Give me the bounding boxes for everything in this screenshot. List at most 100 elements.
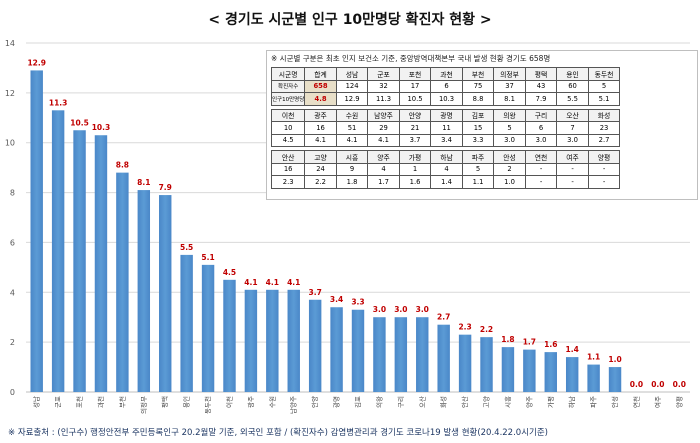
value-label: 5.1 (201, 253, 214, 262)
x-tick-label: 화성 (439, 396, 448, 408)
table-cell: 합계 (304, 67, 337, 81)
table-cell: 1.0 (493, 175, 526, 189)
table-cell: 8.8 (461, 92, 495, 106)
table-cell: 12.9 (335, 92, 369, 106)
bar-하남 (565, 357, 579, 392)
table-cell: 1.8 (335, 175, 369, 189)
value-label: 0.0 (673, 380, 686, 389)
bar-의정부 (137, 190, 151, 392)
table-cell: 7.9 (524, 92, 558, 106)
value-label: 11.3 (49, 98, 68, 107)
bar-안산 (458, 334, 472, 392)
table-cell: 군포 (367, 67, 400, 81)
table-cell: 1.4 (430, 175, 463, 189)
x-tick-label: 여주 (653, 396, 662, 408)
x-tick-label: 안산 (460, 396, 469, 408)
bar-안성 (608, 367, 622, 392)
table-cell: 6 (524, 121, 558, 135)
table-cell: 4.1 (304, 133, 337, 147)
bar-구리 (394, 317, 408, 392)
table-cell: 동두천 (587, 67, 621, 81)
table-note: ※ 시군별 구분은 최초 인지 보건소 기준, 중앙방역대책본부 국내 발생 현… (271, 54, 551, 63)
table-row: 10 16 51 29 21 11 15 5 6 7 23 (270, 121, 621, 135)
value-label: 3.0 (416, 305, 429, 314)
table-cell: 10 (270, 121, 306, 135)
table-cell: 평택 (524, 67, 558, 81)
table-cell: - (587, 175, 621, 189)
bar-화성 (437, 324, 450, 392)
table-cell: 인구10만명당 (270, 92, 306, 106)
bar-수원 (266, 289, 279, 392)
table-cell: 광주 (304, 108, 337, 122)
table-row: 시군명 합계 성남 군포 포천 과천 부천 의정부 평택 용인 동두천 (270, 67, 621, 81)
x-tick-label: 군포 (54, 396, 62, 408)
table-cell: 4.1 (335, 133, 369, 147)
bar-과천 (94, 135, 108, 392)
table-cell: 과천 (430, 67, 463, 81)
table-cell: 남양주 (367, 108, 400, 122)
x-tick-label: 이천 (224, 396, 233, 408)
table-cell: 5.5 (556, 92, 589, 106)
table-cell: 9 (335, 162, 369, 176)
table-cell: 3.4 (430, 133, 463, 147)
bar-포천 (73, 130, 86, 392)
table-cell: 1.7 (367, 175, 400, 189)
x-tick-label: 파주 (589, 396, 598, 408)
table-cell: - (556, 175, 589, 189)
table-cell: 의정부 (493, 67, 526, 81)
x-tick-label: 의정부 (139, 396, 148, 414)
table-cell: 43 (524, 79, 558, 93)
table-cell: 3.0 (493, 133, 526, 147)
value-label: 3.0 (394, 305, 407, 314)
table-cell: 확진자수 (270, 79, 306, 93)
table-row: 2.3 2.2 1.8 1.7 1.6 1.4 1.1 1.0- - - (270, 175, 621, 189)
table-cell: - (587, 162, 621, 176)
data-table-panel: ※ 시군별 구분은 최초 인지 보건소 기준, 중앙방역대책본부 국내 발생 현… (266, 50, 698, 200)
value-label: 8.1 (137, 178, 150, 187)
y-tick-label: 10 (5, 139, 15, 148)
x-tick-label: 안성 (610, 396, 619, 408)
x-tick-label: 동두천 (203, 396, 212, 414)
value-label: 3.7 (309, 288, 322, 297)
value-label: 10.5 (70, 118, 89, 127)
table-cell: 연천 (524, 150, 558, 164)
bar-안양 (308, 299, 322, 392)
bar-남양주 (287, 289, 300, 392)
x-tick-label: 광명 (332, 396, 341, 408)
table-cell: 이천 (270, 108, 306, 122)
value-label: 3.3 (351, 298, 364, 307)
bar-광주 (244, 289, 258, 392)
table-row: 확진자수 658 124 32 17 6 75 37 43 60 5 (270, 79, 621, 93)
table-cell: 4 (430, 162, 463, 176)
table-cell: 7 (556, 121, 589, 135)
table-cell: 23 (587, 121, 621, 135)
x-tick-label: 수원 (267, 396, 276, 408)
x-axis: 성남 군포 포천 과천 부천 의정부 평택 용인 동두천 이천 광주 수원 남양주 안양 광명 김포 의왕 구리 오… (32, 396, 684, 414)
table-cell: 6 (430, 79, 463, 93)
y-tick-label: 0 (10, 388, 15, 397)
table-row: 4.5 4.1 4.1 4.1 3.7 3.4 3.3 3.0 3.0 3.0 2.7 (270, 133, 621, 147)
table-cell: 16 (270, 162, 306, 176)
x-tick-label: 의왕 (374, 396, 383, 408)
value-label: 1.1 (587, 353, 600, 362)
value-label: 1.7 (523, 338, 536, 347)
value-label: 4.5 (223, 268, 236, 277)
value-label: 5.5 (180, 243, 193, 252)
bar-파주 (587, 364, 600, 392)
table-cell: 24 (304, 162, 337, 176)
table-cell: 시흥 (335, 150, 369, 164)
table-row: 16 24 9 4 1 4 5 2- - - (270, 162, 621, 176)
table-cell: 화성 (587, 108, 621, 122)
table-cell: 2.7 (587, 133, 621, 147)
table-cell: 4.8 (304, 92, 337, 106)
table-cell: 4.1 (367, 133, 400, 147)
table-separator (271, 104, 620, 110)
table-cell: 8.1 (493, 92, 526, 106)
value-label: 12.9 (27, 58, 46, 67)
table-cell: 75 (461, 79, 495, 93)
value-label: 4.1 (266, 278, 279, 287)
x-tick-label: 하남 (567, 396, 576, 408)
value-label: 1.8 (501, 335, 514, 344)
y-tick-label: 2 (10, 338, 15, 347)
table-cell: 11.3 (367, 92, 400, 106)
